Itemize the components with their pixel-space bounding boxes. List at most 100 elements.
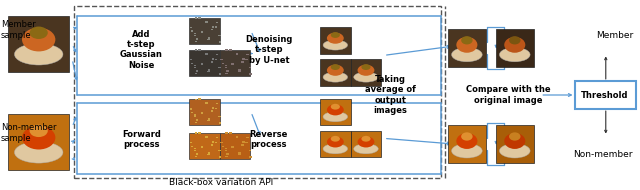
Text: Add
t-step
Gaussian
Noise: Add t-step Gaussian Noise [120, 30, 163, 70]
Text: Member: Member [596, 31, 633, 40]
Bar [238, 154, 241, 155]
Bar [241, 61, 244, 63]
Bar [207, 152, 210, 154]
Bar [196, 70, 198, 72]
Bar [216, 137, 218, 138]
Bar [214, 59, 217, 60]
Bar [214, 108, 217, 109]
Ellipse shape [461, 36, 472, 44]
Bar [195, 73, 197, 74]
Bar [189, 133, 220, 159]
Bar [74, 6, 442, 178]
Text: Taking
average of
output
images: Taking average of output images [365, 75, 416, 115]
Bar [238, 152, 241, 154]
Bar [189, 99, 220, 125]
Ellipse shape [358, 136, 374, 147]
Bar [225, 132, 228, 134]
Ellipse shape [456, 133, 477, 149]
Text: Black-box variation API: Black-box variation API [169, 178, 273, 187]
Ellipse shape [331, 104, 340, 110]
Bar [231, 63, 234, 65]
Ellipse shape [22, 28, 56, 51]
Ellipse shape [15, 44, 63, 65]
Ellipse shape [452, 144, 482, 158]
Bar [218, 116, 221, 117]
Bar [200, 31, 203, 33]
Bar [218, 67, 221, 68]
Bar [194, 148, 196, 150]
Bar [195, 122, 197, 124]
Text: Reverse
process: Reverse process [250, 130, 288, 149]
Bar [250, 156, 252, 158]
Bar [495, 125, 534, 163]
Bar [212, 107, 214, 109]
Bar [241, 144, 244, 146]
Bar [351, 59, 381, 86]
Bar [200, 112, 203, 114]
Bar [249, 67, 252, 68]
Bar [225, 148, 227, 150]
Bar [242, 141, 244, 143]
Bar [198, 98, 201, 100]
Bar [211, 144, 213, 146]
Bar [195, 50, 197, 51]
Bar [216, 54, 218, 55]
Bar [194, 116, 196, 117]
Ellipse shape [327, 136, 344, 147]
Bar [245, 59, 248, 60]
Bar [194, 67, 196, 68]
Bar [195, 99, 197, 100]
Bar [189, 59, 192, 60]
Bar [194, 35, 196, 36]
Bar [196, 119, 198, 121]
Bar [242, 58, 244, 60]
Ellipse shape [323, 112, 348, 122]
Bar [219, 73, 221, 75]
Bar [198, 17, 201, 19]
Bar [194, 33, 196, 34]
Bar [207, 69, 210, 71]
Ellipse shape [22, 126, 56, 150]
Bar [320, 27, 351, 54]
Bar [229, 49, 232, 51]
Ellipse shape [509, 36, 520, 44]
Ellipse shape [358, 65, 374, 76]
Text: Member
sample: Member sample [1, 21, 35, 40]
Ellipse shape [323, 144, 348, 154]
Bar [351, 131, 381, 157]
Bar [246, 54, 249, 55]
Bar [191, 30, 193, 32]
Bar [225, 73, 228, 74]
Text: Compare with the
original image: Compare with the original image [466, 85, 550, 105]
Bar [220, 50, 250, 76]
Bar [198, 132, 201, 134]
Bar [8, 16, 69, 72]
Bar [214, 142, 217, 143]
Bar [189, 108, 192, 109]
Bar [207, 120, 210, 121]
Bar [229, 132, 232, 134]
Ellipse shape [354, 72, 378, 82]
Ellipse shape [331, 32, 340, 38]
Bar [221, 63, 224, 64]
Bar [200, 146, 203, 148]
Bar [220, 59, 223, 60]
Bar [191, 146, 193, 147]
Ellipse shape [461, 132, 472, 141]
Bar [225, 67, 227, 68]
Bar [236, 136, 238, 138]
Bar [214, 26, 217, 28]
Bar [225, 65, 227, 66]
Bar [194, 114, 196, 116]
Bar [205, 21, 207, 23]
Bar [219, 122, 221, 124]
Bar [219, 41, 221, 43]
Bar [189, 18, 220, 44]
Ellipse shape [323, 40, 348, 50]
Bar [216, 22, 218, 23]
Bar [245, 142, 248, 143]
Bar [189, 142, 192, 143]
Bar [225, 50, 228, 51]
Bar [196, 38, 198, 40]
Text: Non-member
sample: Non-member sample [1, 123, 56, 143]
